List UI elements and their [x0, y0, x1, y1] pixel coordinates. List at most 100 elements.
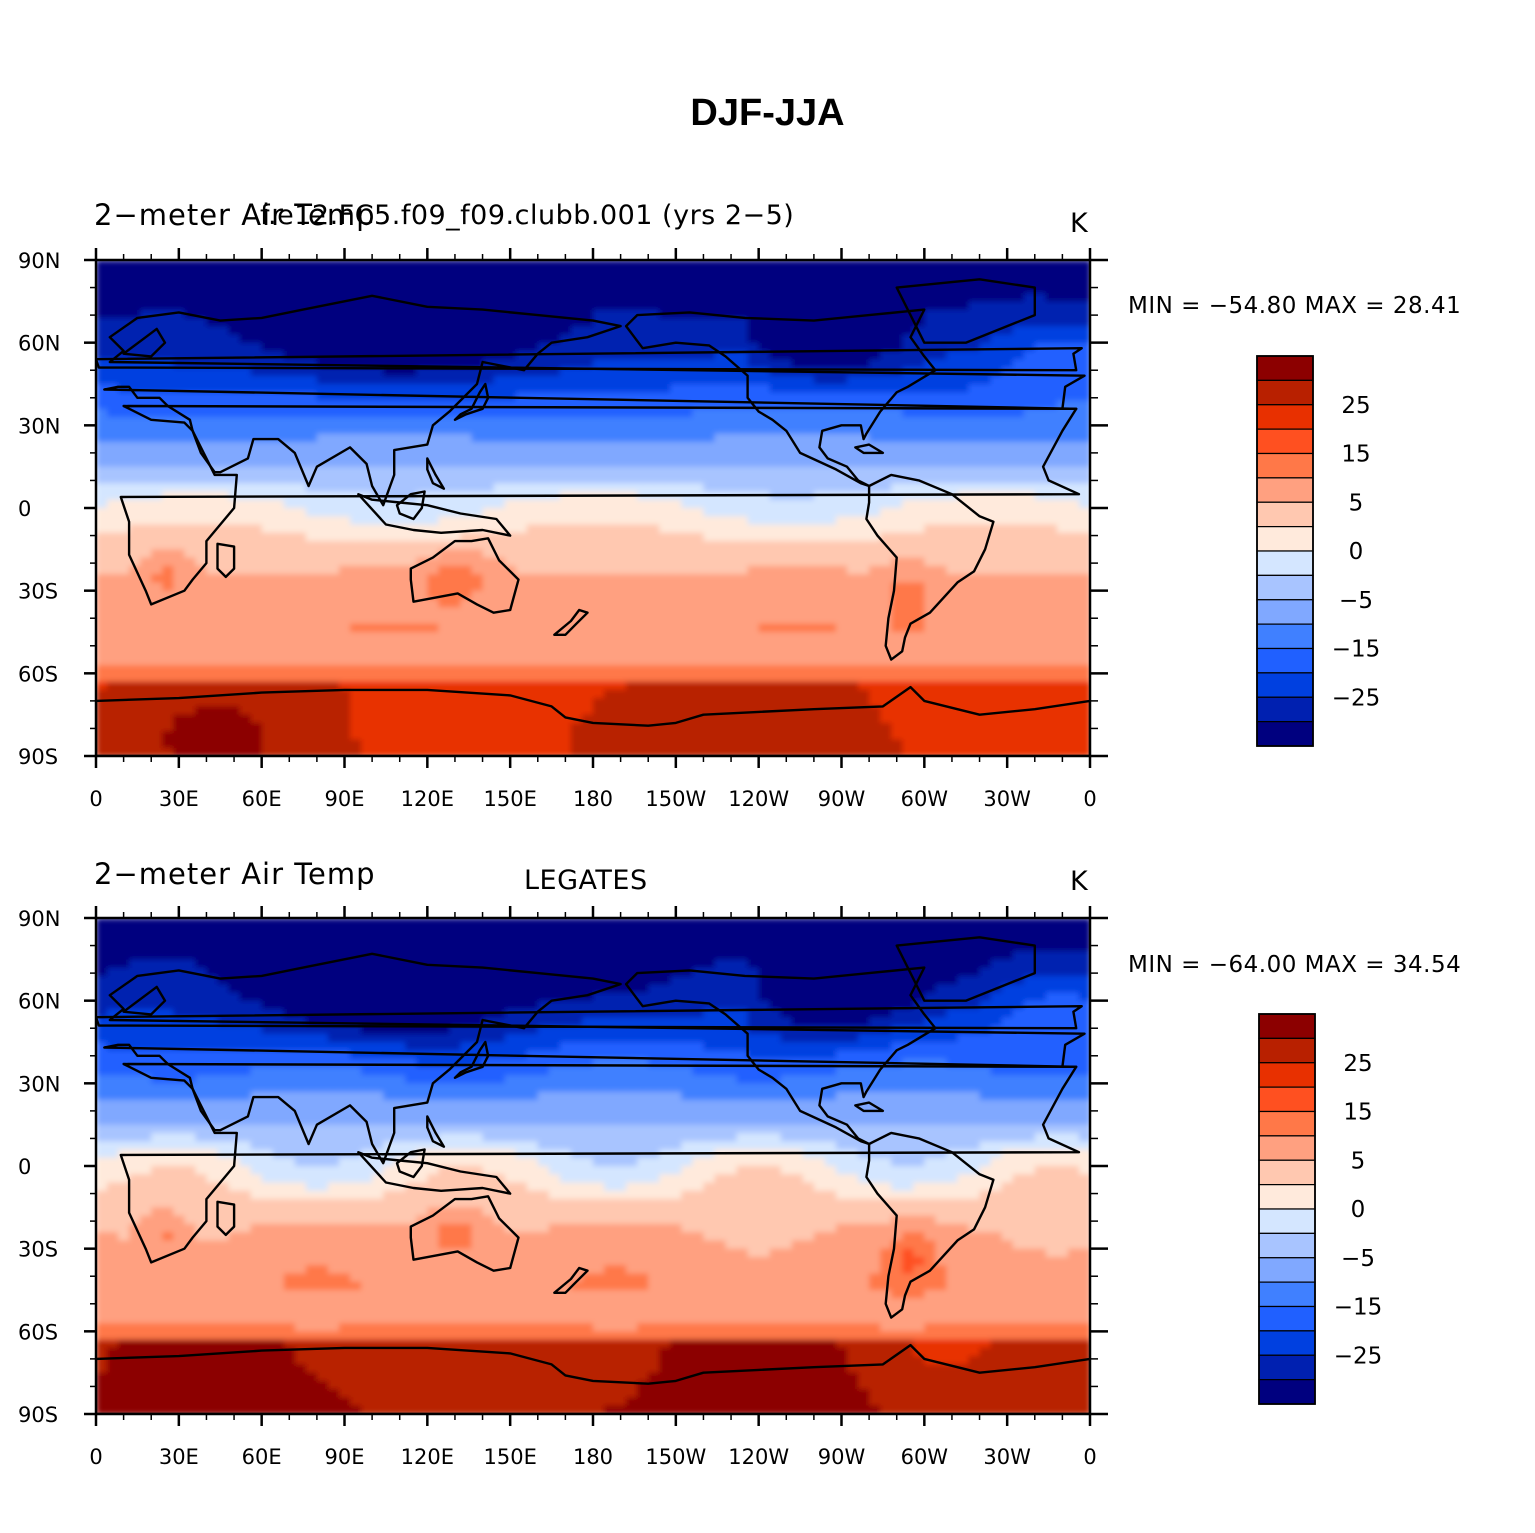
field-cell	[405, 317, 418, 327]
field-cell	[946, 466, 959, 476]
field-cell	[305, 499, 318, 509]
field-cell	[504, 607, 517, 617]
field-cell	[615, 309, 627, 319]
field-cell	[526, 301, 539, 311]
field-cell	[593, 640, 605, 650]
field-cell	[118, 441, 130, 451]
field-cell	[140, 640, 153, 650]
field-cell	[526, 326, 539, 336]
field-cell	[471, 524, 484, 534]
field-cell	[504, 714, 517, 724]
field-cell	[913, 681, 926, 691]
field-cell	[482, 648, 495, 658]
field-cell	[681, 615, 694, 625]
field-cell	[847, 417, 859, 427]
field-cell	[1045, 367, 1058, 377]
field-cell	[162, 590, 175, 600]
field-cell	[195, 268, 208, 278]
field-cell	[604, 656, 616, 666]
field-cell	[107, 450, 119, 460]
field-cell	[394, 367, 407, 377]
field-cell	[272, 640, 285, 650]
field-cell	[460, 590, 473, 600]
field-cell	[570, 441, 583, 451]
field-cell	[946, 656, 959, 666]
field-cell	[835, 681, 848, 691]
field-cell	[438, 665, 451, 675]
field-cell	[416, 656, 429, 666]
field-cell	[294, 648, 307, 658]
field-cell	[1034, 425, 1047, 435]
field-cell	[515, 598, 528, 608]
field-cell	[559, 524, 572, 534]
field-cell	[891, 375, 904, 385]
field-cell	[294, 483, 307, 493]
field-cell	[372, 326, 384, 336]
field-cell	[206, 301, 219, 311]
field-cell	[504, 582, 517, 592]
field-cell	[802, 689, 815, 699]
field-cell	[217, 565, 230, 575]
field-cell	[802, 532, 815, 542]
field-cell	[968, 623, 981, 633]
field-cell	[294, 706, 307, 716]
field-cell	[416, 375, 429, 385]
field-cell	[615, 632, 627, 642]
field-cell	[206, 673, 219, 683]
field-cell	[405, 450, 418, 460]
field-cell	[659, 499, 672, 509]
field-cell	[129, 375, 141, 385]
field-cell	[637, 590, 650, 600]
field-cell	[626, 656, 638, 666]
field-cell	[338, 598, 351, 608]
field-cell	[1067, 400, 1080, 410]
field-cell	[482, 516, 495, 526]
field-cell	[361, 474, 373, 484]
field-cell	[493, 524, 506, 534]
field-cell	[802, 326, 815, 336]
field-cell	[327, 342, 340, 352]
field-cell	[537, 425, 550, 435]
field-cell	[979, 524, 992, 534]
field-cell	[493, 408, 506, 418]
field-cell	[1023, 268, 1036, 278]
field-cell	[482, 598, 495, 608]
field-cell	[129, 433, 141, 443]
field-cell	[394, 714, 407, 724]
field-cell	[913, 557, 926, 567]
field-cell	[1056, 491, 1069, 501]
field-cell	[162, 293, 175, 303]
field-cell	[195, 499, 208, 509]
field-cell	[427, 524, 440, 534]
field-cell	[637, 260, 650, 270]
field-cell	[703, 706, 716, 716]
field-cell	[659, 326, 672, 336]
field-cell	[548, 375, 561, 385]
field-cell	[372, 632, 384, 642]
field-cell	[935, 342, 948, 352]
field-cell	[261, 334, 274, 344]
field-cell	[747, 665, 760, 675]
field-cell	[1001, 441, 1014, 451]
field-cell	[294, 367, 307, 377]
field-cell	[692, 541, 705, 551]
field-cell	[758, 483, 771, 493]
field-cell	[902, 342, 915, 352]
field-cell	[272, 474, 285, 484]
field-cell	[604, 268, 616, 278]
field-cell	[1012, 656, 1025, 666]
field-cell	[692, 334, 705, 344]
field-cell	[935, 268, 948, 278]
field-cell	[316, 375, 329, 385]
field-cell	[835, 293, 848, 303]
field-cell	[405, 458, 418, 468]
field-cell	[383, 615, 395, 625]
field-cell	[504, 384, 517, 394]
field-cell	[151, 384, 164, 394]
field-cell	[118, 384, 130, 394]
field-cell	[935, 516, 948, 526]
field-cell	[935, 276, 948, 286]
field-cell	[162, 474, 175, 484]
field-cell	[924, 474, 937, 484]
field-cell	[1045, 648, 1058, 658]
